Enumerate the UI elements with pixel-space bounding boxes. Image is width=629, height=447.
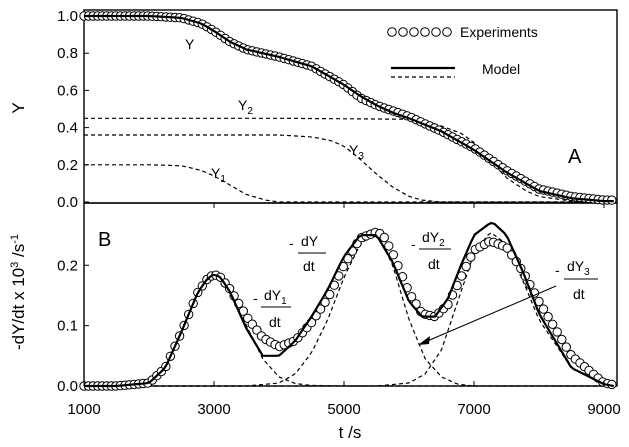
label-y1: Y1 [211, 165, 226, 185]
panel-a-component-curves [84, 117, 614, 203]
series-line-dy3dt-component [84, 232, 614, 387]
x-tick-label: 1000 [67, 401, 100, 418]
label-dy2-dt: - dY2 dt [411, 229, 451, 272]
panel-b-letter: B [98, 229, 111, 251]
y-tick-label: 0.1 [57, 318, 78, 335]
panel-a-y-ticks: 0.0 0.2 0.4 0.6 0.8 1.0 [57, 8, 89, 211]
legend-experiments-symbols [387, 27, 452, 37]
legend-experiment-symbol [420, 27, 430, 37]
legend: Experiments Model [387, 24, 538, 78]
panel-b-ticks: 0.0 0.1 0.2 1000 3000 5000 7000 9000 [57, 203, 621, 418]
label-dy-dt: - dY dt [289, 233, 326, 274]
svg-text:dt: dt [303, 258, 315, 274]
svg-text:dt: dt [428, 256, 440, 272]
legend-experiments-label: Experiments [460, 24, 538, 40]
experiment-point [538, 304, 549, 314]
svg-text:-: - [289, 235, 294, 251]
panel-a-model-curve [84, 14, 614, 203]
svg-text:-: - [411, 236, 416, 252]
legend-model-label: Model [482, 61, 520, 77]
y-tick-label: 0.8 [57, 45, 78, 62]
svg-text:dY3: dY3 [567, 258, 590, 278]
legend-experiment-symbol [398, 27, 408, 37]
y-tick-label: 0.0 [57, 378, 78, 395]
svg-text:dt: dt [573, 286, 585, 302]
label-y: Y [185, 36, 195, 52]
y-tick-label: 0.2 [57, 257, 78, 274]
experiment-point [547, 319, 558, 329]
y-tick-label: 0.0 [57, 194, 78, 211]
panel-b-y-axis-label: -dY/dt x 103 /s-1 [9, 234, 28, 350]
svg-text:dY: dY [301, 233, 319, 249]
y-tick-label: 1.0 [57, 8, 78, 25]
series-line-dy2dt-component [84, 232, 614, 387]
panel-a-y-axis-label: Y [9, 102, 28, 113]
series-line-y3-component [84, 134, 614, 203]
x-tick-label: 7000 [457, 401, 490, 418]
svg-text:dY2: dY2 [422, 229, 445, 249]
experiment-point [466, 252, 476, 262]
label-y2: Y2 [238, 97, 253, 117]
legend-experiment-symbol [409, 27, 419, 37]
experiment-point [557, 334, 567, 345]
experiment-point [461, 261, 471, 272]
dy3-arrowhead [418, 336, 430, 345]
experiment-point [543, 312, 553, 322]
experiment-point [552, 327, 562, 337]
x-tick-label: 5000 [327, 401, 360, 418]
panel-b-model-curve [84, 221, 614, 388]
experiment-point [561, 342, 571, 352]
svg-text:dt: dt [269, 314, 281, 330]
experiment-point [384, 241, 394, 251]
y-tick-label: 0.6 [57, 82, 78, 99]
series-line-y-model [84, 14, 614, 203]
y-tick-label: 0.2 [57, 157, 78, 174]
legend-experiment-symbol [431, 27, 441, 37]
series-line-y1-component [84, 164, 614, 203]
x-axis-label: t /s [339, 423, 362, 442]
experiment-point [379, 232, 389, 243]
panel-b-component-curves [83, 232, 614, 387]
svg-text:dY1: dY1 [264, 287, 287, 307]
panel-a-experiment-points [79, 11, 617, 205]
series-line-dydt-model [84, 221, 614, 388]
series-line-y2-component [84, 117, 614, 203]
dy3-arrow [424, 285, 557, 343]
svg-text:-: - [555, 262, 560, 278]
x-tick-label: 9000 [587, 401, 620, 418]
x-tick-label: 3000 [197, 401, 230, 418]
label-dy1-dt: - dY1 dt [253, 287, 291, 330]
legend-experiment-symbol [442, 27, 452, 37]
svg-text:-: - [253, 290, 258, 306]
label-y3: Y3 [349, 142, 364, 162]
label-dy3-dt: - dY3 dt [555, 258, 598, 302]
panel-a-letter: A [568, 146, 582, 168]
y-tick-label: 0.4 [57, 120, 78, 137]
legend-experiment-symbol [387, 27, 397, 37]
